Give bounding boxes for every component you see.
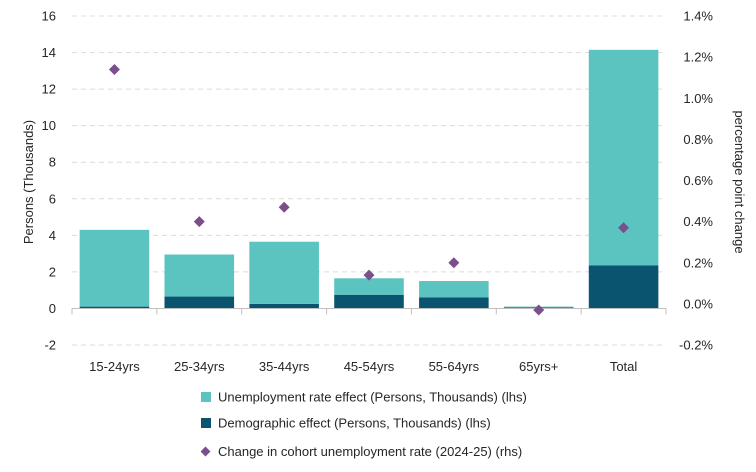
right-tick-label: 1.4% bbox=[683, 9, 713, 24]
legend-marker-cohort-unemployment-change bbox=[200, 446, 211, 457]
scatter-point bbox=[533, 304, 545, 316]
left-tick-label: 6 bbox=[49, 191, 56, 206]
legend: Unemployment rate effect (Persons, Thous… bbox=[200, 390, 527, 459]
left-tick-label: 10 bbox=[42, 118, 56, 133]
bar-demographic-effect bbox=[249, 303, 319, 309]
x-tick-label: Total bbox=[610, 359, 638, 374]
legend-label-demographic-effect: Demographic effect (Persons, Thousands) … bbox=[218, 416, 491, 431]
left-tick-label: 16 bbox=[42, 9, 56, 24]
right-tick-label: 0.6% bbox=[683, 173, 713, 188]
right-axis-title: percentage point change bbox=[732, 110, 747, 253]
scatter-point bbox=[363, 269, 375, 281]
scatter-point bbox=[278, 201, 290, 213]
right-tick-label: -0.2% bbox=[679, 338, 713, 353]
scatter-point bbox=[193, 216, 205, 228]
right-axis-ticks: -0.2% 0.0% 0.2% 0.4% 0.6% 0.8% 1.0% 1.2% 1.4% bbox=[679, 9, 713, 353]
x-tick-label: 45-54yrs bbox=[344, 359, 395, 374]
left-axis-title: Persons (Thousands) bbox=[21, 120, 36, 244]
legend-label-unemployment-rate-effect: Unemployment rate effect (Persons, Thous… bbox=[218, 390, 527, 405]
bar-demographic-effect bbox=[588, 265, 659, 309]
left-axis-ticks: -2 0 2 4 6 8 10 12 14 16 bbox=[42, 9, 56, 353]
scatter-point bbox=[618, 222, 630, 234]
x-tick-label: 55-64yrs bbox=[429, 359, 480, 374]
bar-marks bbox=[79, 49, 659, 309]
right-tick-label: 0.2% bbox=[683, 255, 713, 270]
x-axis-ticks: 15-24yrs 25-34yrs 35-44yrs 45-54yrs 55-64yrs… bbox=[89, 359, 637, 374]
bar-unemployment-rate-effect bbox=[419, 281, 489, 298]
bar-unemployment-rate-effect bbox=[249, 241, 319, 304]
bar-demographic-effect bbox=[164, 296, 235, 309]
left-tick-label: 12 bbox=[42, 82, 56, 97]
legend-label-cohort-unemployment-change: Change in cohort unemployment rate (2024… bbox=[218, 444, 522, 459]
bar-demographic-effect bbox=[419, 297, 489, 309]
left-tick-label: 2 bbox=[49, 264, 56, 279]
bar-demographic-effect bbox=[334, 294, 404, 309]
legend-swatch-unemployment-rate-effect bbox=[201, 392, 211, 402]
scatter-marks bbox=[108, 63, 630, 316]
scatter-point bbox=[108, 63, 120, 75]
x-tick-label: 25-34yrs bbox=[174, 359, 225, 374]
left-tick-label: -2 bbox=[44, 338, 56, 353]
left-tick-label: 8 bbox=[49, 155, 56, 170]
legend-swatch-demographic-effect bbox=[201, 418, 211, 428]
left-tick-label: 4 bbox=[49, 228, 56, 243]
x-tick-label: 35-44yrs bbox=[259, 359, 310, 374]
bar-unemployment-rate-effect bbox=[79, 229, 150, 307]
bar-unemployment-rate-effect bbox=[164, 254, 235, 297]
bar-demographic-effect bbox=[79, 306, 150, 309]
left-tick-label: 14 bbox=[42, 45, 56, 60]
x-tick-label: 65yrs+ bbox=[519, 359, 558, 374]
x-tick-label: 15-24yrs bbox=[89, 359, 140, 374]
scatter-point bbox=[448, 257, 460, 269]
right-tick-label: 0.8% bbox=[683, 132, 713, 147]
left-tick-label: 0 bbox=[49, 301, 56, 316]
right-tick-label: 1.0% bbox=[683, 91, 713, 106]
right-tick-label: 0.4% bbox=[683, 214, 713, 229]
right-tick-label: 0.0% bbox=[683, 296, 713, 311]
category-separators bbox=[71, 307, 667, 315]
right-tick-label: 1.2% bbox=[683, 50, 713, 65]
bar-unemployment-rate-effect bbox=[334, 278, 404, 295]
